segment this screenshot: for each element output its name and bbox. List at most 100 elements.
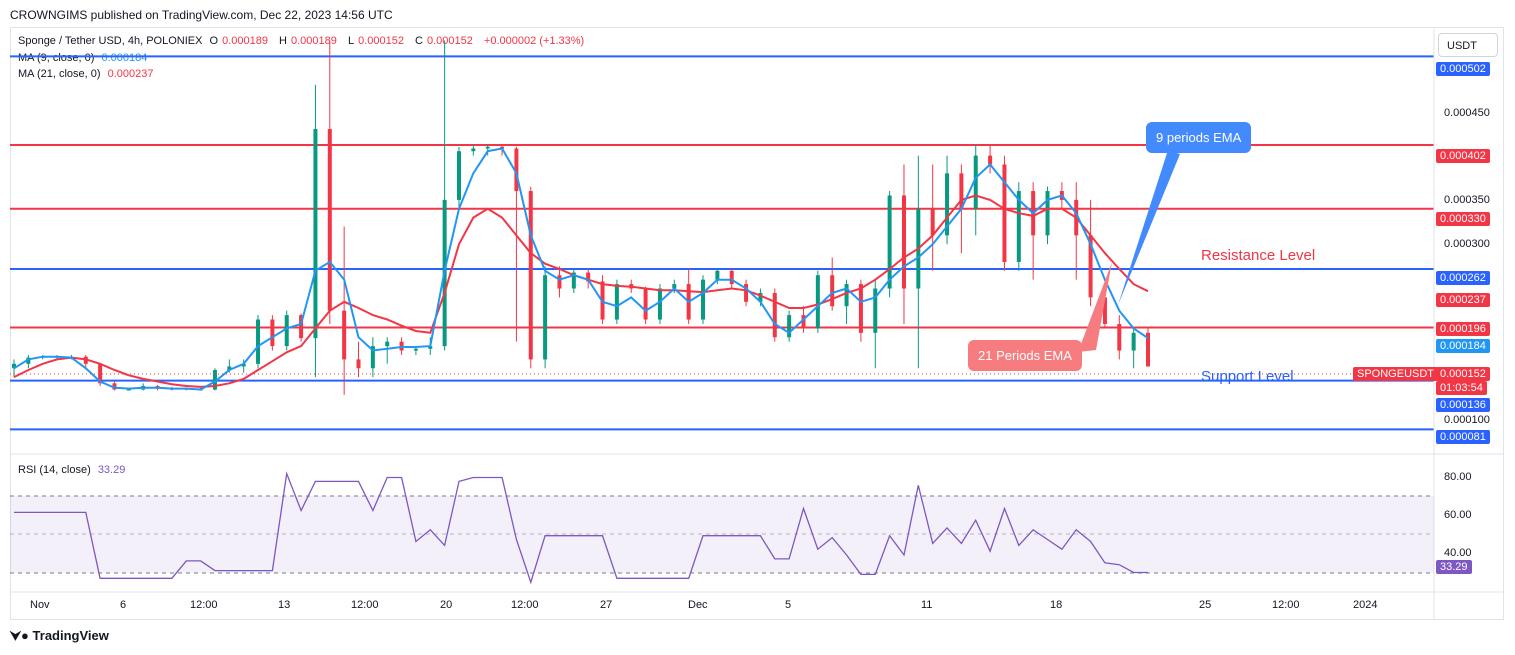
time-label-nov: Nov — [30, 599, 50, 611]
rsi-line — [14, 471, 1148, 585]
ema21-callout-pointer — [1078, 262, 1112, 352]
time-label-11: 11 — [921, 599, 933, 611]
open-label: O — [209, 35, 219, 47]
tradingview-brand-label: TradingView — [32, 628, 109, 643]
candle-body — [112, 383, 117, 390]
candle-body — [930, 208, 935, 236]
candle-body — [471, 148, 476, 152]
price-tag-330: 0.000330 — [1436, 212, 1490, 226]
candle-body — [227, 366, 232, 371]
ma21-label: MA (21, close, 0) — [18, 68, 101, 80]
low-label: L — [347, 35, 355, 47]
chart-frame — [10, 27, 1504, 620]
time-label-27: 27 — [600, 599, 613, 611]
candle-body — [945, 173, 950, 236]
candle-body — [873, 288, 878, 333]
ohlc-legend: Sponge / Tether USD, 4h, POLONIEX O 0.000… — [18, 35, 588, 47]
candle-body — [715, 270, 720, 280]
candle-body — [887, 195, 892, 289]
time-label-25: 25 — [1199, 599, 1212, 611]
candle-body — [370, 346, 375, 369]
candle-body — [327, 129, 332, 311]
rsi-legend[interactable]: RSI (14, close) 33.29 — [18, 464, 129, 476]
tradingview-brand[interactable]: ⮟● TradingView — [10, 628, 109, 644]
close-value: 0.000152 — [426, 35, 473, 47]
time-label-6: 6 — [120, 599, 127, 611]
ma9-label: MA (9, close, 0) — [18, 52, 95, 64]
candle-body — [456, 151, 461, 200]
candle-body — [1117, 323, 1122, 351]
rsi-tick-60: 60.00 — [1444, 509, 1472, 521]
candle-body — [1045, 191, 1050, 236]
candle-body — [844, 284, 849, 307]
time-label-5: 5 — [785, 599, 792, 611]
rsi-label: RSI (14, close) — [18, 464, 91, 476]
candle-body — [212, 370, 217, 390]
close-label: C — [415, 35, 423, 47]
candle-body — [313, 129, 318, 339]
candle-body — [672, 284, 677, 289]
publisher-header: CROWNGIMS published on TradingView.com, … — [10, 8, 393, 22]
candle-body — [701, 279, 706, 320]
candle-body — [1146, 332, 1150, 367]
resistance-level-label[interactable]: Resistance Level — [1201, 247, 1316, 264]
candle-body — [299, 315, 304, 339]
low-value: 0.000152 — [358, 35, 404, 47]
ma9-legend[interactable]: MA (9, close, 0) 0.000184 — [18, 52, 151, 64]
candle-body — [98, 363, 103, 384]
candle-body — [787, 315, 792, 338]
price-tick-350: 0.000350 — [1444, 194, 1490, 206]
ema9-callout[interactable]: 9 periods EMA — [1146, 122, 1252, 153]
tradingview-logo-icon: ⮟● — [10, 628, 29, 643]
rsi-value-tag: 33.29 — [1436, 560, 1472, 574]
high-label: H — [279, 35, 287, 47]
rsi-tick-80: 80.00 — [1444, 471, 1472, 483]
ema21-callout[interactable]: 21 Periods EMA — [968, 340, 1082, 371]
time-label-1200-b: 12:00 — [351, 599, 379, 611]
candle-body — [356, 359, 361, 369]
high-value: 0.000189 — [290, 35, 337, 47]
ma21-legend[interactable]: MA (21, close, 0) 0.000237 — [18, 68, 158, 80]
candle-body — [270, 319, 275, 347]
candle-body — [1088, 235, 1093, 298]
candle-body — [528, 191, 533, 360]
candle-body — [772, 292, 777, 338]
candle-body — [1016, 191, 1021, 262]
ema9-callout-pointer — [1118, 150, 1180, 305]
candle-body — [586, 272, 591, 282]
candle-body — [614, 284, 619, 320]
candle-body — [657, 288, 662, 320]
rsi-tick-40: 40.00 — [1444, 547, 1472, 559]
time-label-1200-c: 12:00 — [511, 599, 539, 611]
ma9-value: 0.000184 — [101, 52, 148, 64]
candle-body — [514, 148, 519, 192]
candle-body — [643, 288, 648, 320]
candle-body — [126, 389, 131, 391]
price-tick-100: 0.000100 — [1444, 414, 1490, 426]
candle-body — [342, 310, 347, 360]
currency-button[interactable]: USDT — [1438, 33, 1498, 57]
candle-body — [901, 195, 906, 289]
price-tick-450: 0.000450 — [1444, 107, 1490, 119]
candle-body — [428, 346, 433, 349]
candle-body — [988, 155, 993, 165]
candle-body — [1102, 297, 1107, 324]
symbol-label: Sponge / Tether USD, 4h, POLONIEX — [18, 35, 203, 47]
price-tag-081: 0.000081 — [1436, 430, 1490, 444]
symbol-tag: SPONGEUSDT — [1353, 367, 1439, 381]
candle-body — [959, 173, 964, 209]
support-level-label[interactable]: Support Level — [1201, 368, 1294, 385]
countdown-tag: 01:03:54 — [1436, 381, 1487, 395]
rsi-value: 33.29 — [97, 464, 126, 476]
price-tag-196: 0.000196 — [1436, 322, 1490, 336]
candle-body — [413, 348, 418, 351]
time-label-2024: 2024 — [1353, 599, 1378, 611]
price-tag-152: 0.000152 — [1436, 367, 1490, 381]
price-tag-402: 0.000402 — [1436, 149, 1490, 163]
price-tag-262: 0.000262 — [1436, 271, 1490, 285]
change-value: +0.000002 (+1.33%) — [483, 35, 585, 47]
time-label-13: 13 — [278, 599, 291, 611]
candle-body — [385, 341, 390, 347]
time-label-18: 18 — [1050, 599, 1063, 611]
